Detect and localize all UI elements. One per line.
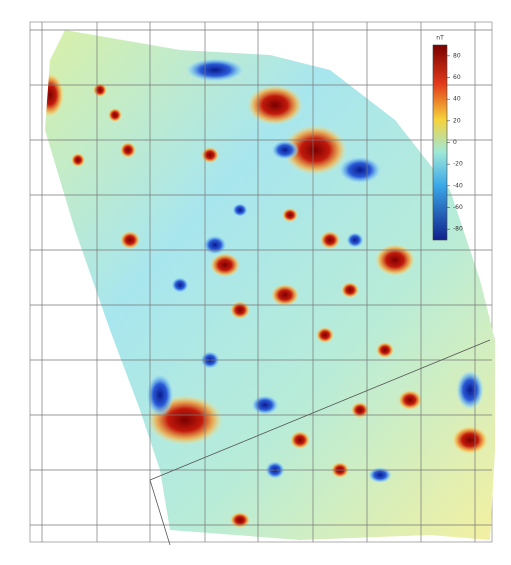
colorbar-tick-label: 80 [453, 52, 461, 59]
colorbar-tick-label: -80 [453, 226, 463, 233]
map-figure: nT 80 60 40 20 0 -20 -40 -60 -80 [0, 0, 511, 565]
survey-area [36, 30, 495, 540]
colorbar-tick-label: 0 [453, 139, 457, 146]
colorbar-tick-label: 20 [453, 117, 461, 124]
colorbar-tick-label: -40 [453, 182, 463, 189]
colorbar-tick-label: -60 [453, 204, 463, 211]
colorbar-tick-label: 60 [453, 74, 461, 81]
colorbar-scale [433, 45, 447, 240]
colorbar-tick-label: 40 [453, 96, 461, 103]
colorbar-tick-label: -20 [453, 161, 463, 168]
colorbar-unit: nT [436, 35, 444, 42]
